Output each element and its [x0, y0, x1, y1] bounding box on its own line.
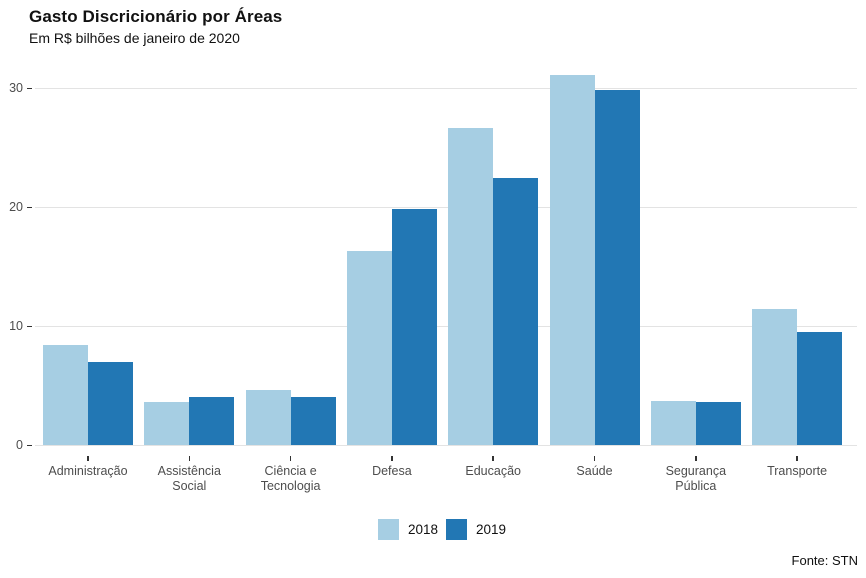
x-axis-tick-mark: [492, 456, 494, 461]
x-axis-label-assistencia-social: Assistência Social: [157, 464, 221, 493]
x-axis-label-transporte: Transporte: [767, 464, 828, 478]
bar-2019-administracao: [88, 362, 133, 445]
bar-2019-assistencia-social: [189, 397, 235, 445]
y-axis-tick-mark: [27, 444, 32, 446]
bar-2018-ciencia-e-tecnologia: [245, 390, 291, 445]
y-axis-tick-label: 10: [9, 319, 23, 333]
bar-2019-saude: [594, 90, 640, 445]
legend-swatch-2019: [446, 518, 467, 540]
y-axis-tick-label: 0: [16, 438, 23, 452]
legend-item-2019: 2019: [446, 518, 514, 540]
x-axis-label-educacao: Educação: [465, 464, 521, 478]
chart-title: Gasto Discricionário por Áreas: [29, 7, 283, 26]
y-axis-tick-mark: [27, 87, 32, 89]
bar-2019-transporte: [797, 332, 843, 445]
legend-label-2019: 2019: [476, 521, 507, 537]
x-axis-label-defesa: Defesa: [372, 464, 412, 478]
x-axis-tick-mark: [289, 456, 292, 461]
x-axis-tick-mark: [796, 456, 798, 461]
y-axis-tick-mark: [27, 206, 32, 208]
x-axis-label-seguranca-publica: Segurança Pública: [665, 464, 727, 493]
bar-2018-transporte: [752, 309, 798, 445]
bar-2019-educacao: [493, 178, 539, 445]
x-axis-tick-mark: [87, 456, 89, 461]
y-axis-tick-label: 20: [9, 200, 23, 214]
y-axis-tick-label: 30: [9, 81, 23, 95]
gridline-y-0: [35, 444, 857, 446]
bar-2018-saude: [549, 75, 595, 445]
x-axis-label-saude: Saúde: [576, 464, 613, 478]
bar-2018-educacao: [448, 128, 494, 445]
x-axis-tick-mark: [391, 456, 393, 461]
chart-legend: 2018 2019: [35, 518, 857, 540]
legend-item-2018: 2018: [377, 518, 446, 540]
x-axis-tick-mark: [593, 456, 596, 461]
gridline-y-20: [35, 206, 857, 208]
gridline-y-10: [35, 325, 857, 327]
legend-label-2018: 2018: [407, 521, 438, 537]
x-axis-label-administracao: Administração: [48, 464, 128, 478]
x-axis-label-ciencia-e-tecnologia: Ciência e Tecnologia: [260, 464, 321, 493]
x-axis-tick-mark: [188, 456, 191, 461]
bar-2018-seguranca-publica: [650, 401, 696, 445]
y-axis-tick-mark: [27, 325, 32, 327]
bar-2018-assistencia-social: [144, 402, 190, 445]
chart-subtitle: Em R$ bilhões de janeiro de 2020: [29, 30, 240, 46]
bar-2019-defesa: [391, 209, 437, 445]
bar-2018-defesa: [346, 251, 392, 445]
bar-2018-administracao: [43, 345, 88, 445]
bar-2019-seguranca-publica: [695, 402, 741, 445]
source-note: Fonte: STN: [791, 553, 858, 568]
x-axis-tick-mark: [695, 456, 697, 461]
gridline-y-30: [35, 87, 857, 89]
legend-swatch-2018: [377, 518, 399, 540]
bar-2019-ciencia-e-tecnologia: [290, 397, 336, 445]
